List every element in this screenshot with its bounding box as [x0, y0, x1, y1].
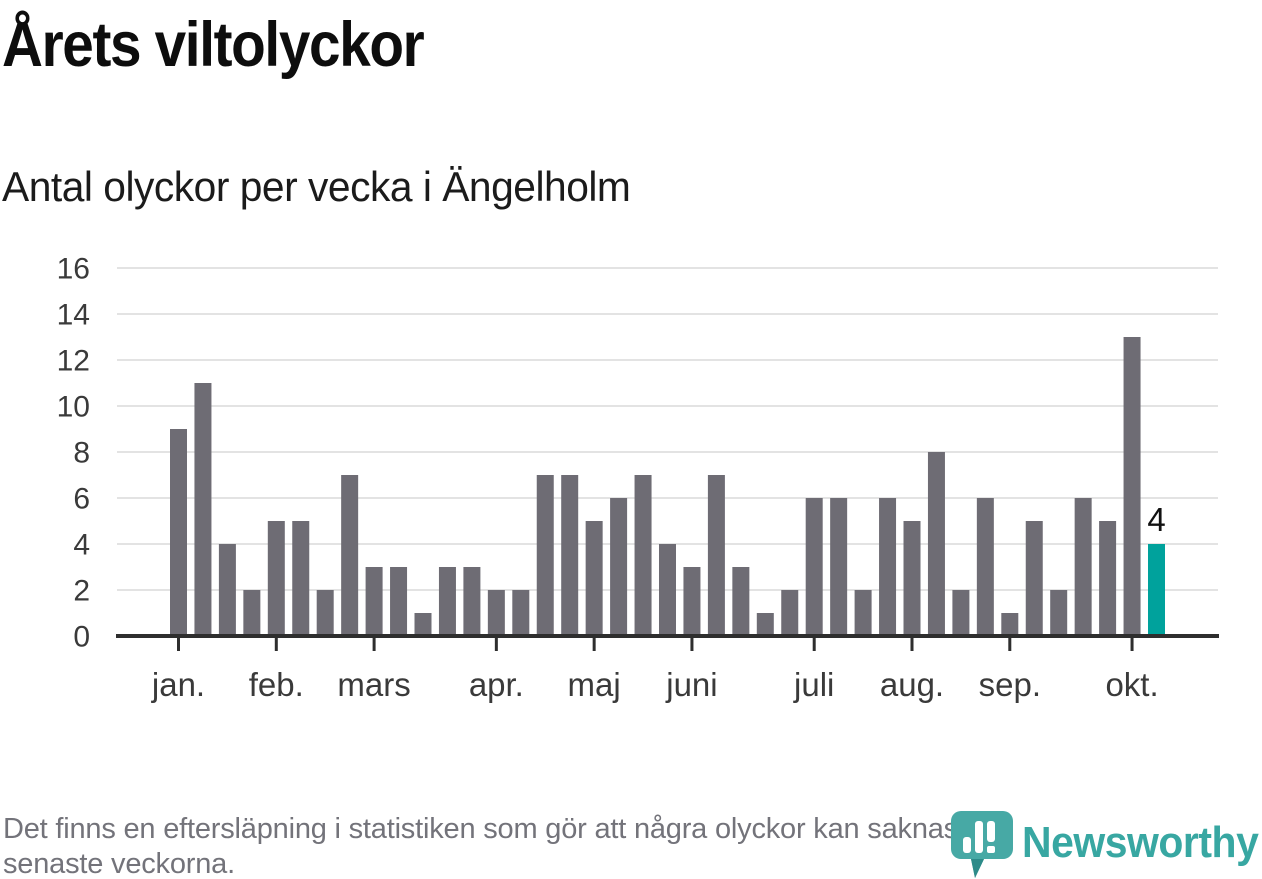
y-tick-label-4: 4 — [73, 529, 90, 562]
newsworthy-speech-bubble-bar-chart-icon — [951, 811, 1013, 878]
bar-week-21 — [659, 544, 676, 636]
bar-week-30 — [879, 498, 897, 636]
exclamation-bar — [987, 821, 995, 842]
bar-week-35 — [1001, 613, 1019, 636]
bar-week-4 — [243, 590, 261, 636]
footer-note-line2: senaste veckorna. — [3, 848, 235, 879]
footer-note-line1: Det finns en eftersläpning i statistiken… — [3, 813, 998, 845]
bar-week-15 — [512, 590, 530, 636]
bar-week-12 — [438, 567, 456, 636]
bar-week-7 — [316, 590, 334, 636]
newsworthy-wordmark: Newsworthy — [1022, 818, 1259, 867]
bar-week-13 — [463, 567, 481, 636]
bar-week-39 — [1099, 521, 1117, 636]
bar-week-34 — [976, 498, 994, 636]
y-tick-label-16: 16 — [57, 253, 90, 286]
bar-week-17 — [561, 475, 579, 636]
bar-week-37 — [1050, 590, 1068, 636]
bar-week-41-highlighted — [1148, 544, 1165, 636]
x-tick-label-juni: juni — [665, 666, 717, 703]
x-tick-label-aug.: aug. — [880, 666, 944, 703]
bar-week-36 — [1025, 521, 1043, 636]
x-tick-label-apr.: apr. — [469, 666, 524, 703]
speech-bubble-tail-shadow — [971, 859, 984, 878]
y-tick-label-14: 14 — [57, 299, 90, 332]
bar-week-29 — [854, 590, 872, 636]
bar-week-32 — [927, 452, 945, 636]
mini-bar-short — [963, 837, 971, 853]
bar-week-31 — [903, 521, 921, 636]
bar-week-5 — [267, 521, 285, 636]
bar-week-20 — [634, 475, 652, 636]
bar-week-18 — [585, 521, 603, 636]
newsworthy-logo: Newsworthy — [950, 810, 1262, 879]
bar-week-22 — [683, 567, 701, 636]
last-value-label: 4 — [1147, 501, 1165, 538]
bar-week-9 — [365, 567, 383, 636]
bar-week-8 — [341, 475, 359, 636]
x-tick-label-sep.: sep. — [979, 666, 1041, 703]
bar-week-11 — [414, 613, 432, 636]
y-tick-label-10: 10 — [57, 391, 90, 424]
y-tick-label-6: 6 — [73, 483, 90, 516]
bar-week-40 — [1123, 337, 1141, 636]
bar-week-1 — [170, 429, 187, 636]
bar-week-10 — [390, 567, 408, 636]
bar-week-24 — [732, 567, 750, 636]
bar-week-3 — [218, 544, 236, 636]
exclamation-dot — [987, 846, 995, 853]
bar-week-2 — [194, 383, 212, 636]
bar-week-25 — [756, 613, 774, 636]
chart-subtitle: Antal olyckor per vecka i Ängelholm — [2, 163, 631, 210]
x-tick-label-okt.: okt. — [1105, 666, 1158, 703]
bar-week-23 — [707, 475, 725, 636]
bar-week-38 — [1074, 498, 1092, 636]
chart-title: Årets viltolyckor — [2, 10, 425, 80]
y-tick-label-2: 2 — [73, 575, 90, 608]
bar-week-6 — [292, 521, 310, 636]
x-tick-label-maj: maj — [568, 666, 621, 703]
bar-week-33 — [952, 590, 970, 636]
y-tick-label-0: 0 — [73, 621, 90, 654]
y-tick-label-12: 12 — [57, 345, 90, 378]
mini-bar-tall — [975, 821, 983, 853]
bar-week-19 — [610, 498, 628, 636]
x-tick-label-feb.: feb. — [249, 666, 304, 703]
bar-week-16 — [536, 475, 554, 636]
x-tick-label-jan.: jan. — [151, 666, 205, 703]
bar-week-26 — [781, 590, 799, 636]
x-tick-label-juli: juli — [793, 666, 834, 703]
bar-week-14 — [487, 590, 505, 636]
bar-week-28 — [830, 498, 848, 636]
bar-week-27 — [805, 498, 823, 636]
footer-note: Det finns en eftersläpning i statistiken… — [3, 812, 998, 879]
y-tick-label-8: 8 — [73, 437, 90, 470]
x-tick-label-mars: mars — [337, 666, 410, 703]
